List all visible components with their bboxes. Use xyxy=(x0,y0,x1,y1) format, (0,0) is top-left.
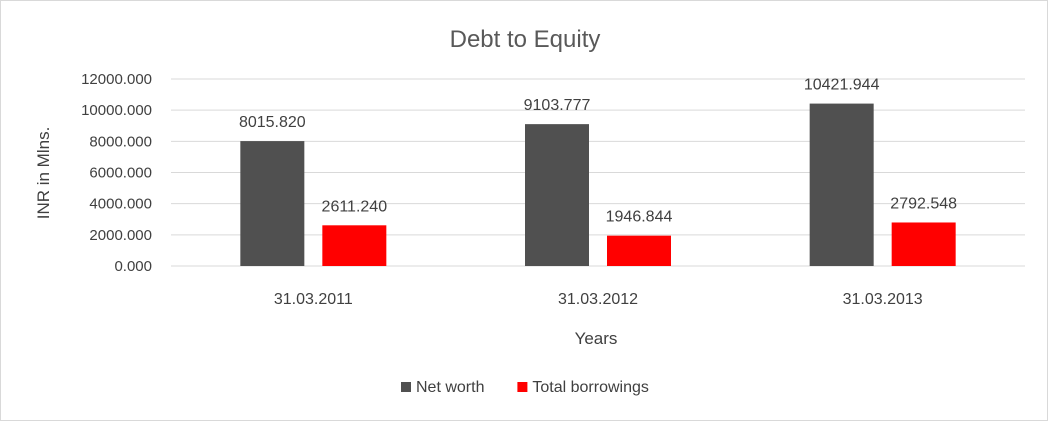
gridlines xyxy=(171,78,1025,267)
legend: Net worth Total borrowings xyxy=(401,379,649,396)
bar xyxy=(891,222,956,266)
y-tick-label: 2000.000 xyxy=(89,227,152,244)
x-axis-title: Years xyxy=(575,329,618,348)
bar xyxy=(607,235,671,266)
y-axis-title: INR in Mlns. xyxy=(34,127,53,220)
legend-label: Total borrowings xyxy=(532,379,649,396)
data-label: 1946.844 xyxy=(606,209,673,226)
y-tick-label: 4000.000 xyxy=(89,196,152,213)
x-axis-categories: 31.03.2011 31.03.2012 31.03.2013 xyxy=(274,291,923,308)
y-axis-ticks: 0.000 2000.000 4000.000 6000.000 8000.000 100… xyxy=(81,71,152,275)
bar xyxy=(240,141,305,266)
y-tick-label: 12000.000 xyxy=(81,71,152,88)
data-labels: 8015.820 2611.240 9103.777 1946.844 10421.94… xyxy=(239,77,957,226)
y-tick-label: 8000.000 xyxy=(89,133,152,150)
y-tick-label: 6000.000 xyxy=(89,165,152,182)
bar xyxy=(809,103,874,266)
data-label: 2611.240 xyxy=(322,198,388,215)
data-label: 9103.777 xyxy=(524,97,591,114)
legend-swatch xyxy=(401,382,411,392)
bar xyxy=(322,225,387,266)
legend-label: Net worth xyxy=(416,379,484,396)
chart-title: Debt to Equity xyxy=(450,26,601,53)
y-tick-label: 10000.000 xyxy=(81,102,152,119)
y-tick-label: 0.000 xyxy=(114,258,152,275)
data-label: 10421.944 xyxy=(804,77,880,94)
x-category-label: 31.03.2012 xyxy=(558,291,638,308)
data-label: 2792.548 xyxy=(890,195,957,212)
legend-swatch xyxy=(517,382,528,392)
x-category-label: 31.03.2013 xyxy=(843,291,923,308)
bars xyxy=(240,103,956,266)
bar xyxy=(525,124,589,266)
data-label: 8015.820 xyxy=(239,114,306,131)
x-category-label: 31.03.2011 xyxy=(274,291,353,308)
